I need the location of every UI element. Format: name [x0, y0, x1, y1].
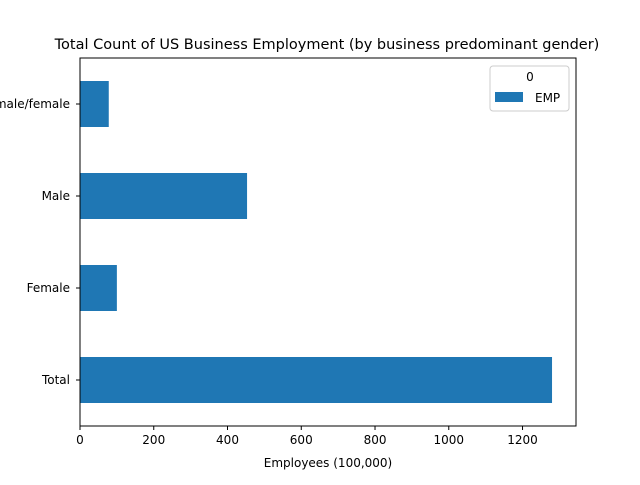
x-tick-label: 200: [142, 433, 165, 447]
y-tick-label: Female: [27, 281, 70, 295]
plot-frame: [79, 57, 577, 427]
x-tick-label: 1200: [507, 433, 538, 447]
bar-equally-male-female: [80, 81, 109, 127]
legend-swatch-emp: [495, 92, 523, 102]
bar-male: [80, 173, 248, 219]
legend: 0 EMP: [489, 65, 570, 112]
x-tick-label: 400: [216, 433, 239, 447]
y-axis-ticks: Total Female Male Equally male/female: [0, 97, 80, 387]
bars-group: [80, 81, 553, 403]
x-tick-label: 600: [290, 433, 313, 447]
chart-title: Total Count of US Business Employment (b…: [54, 37, 600, 53]
y-tick-label: Equally male/female: [0, 97, 70, 111]
x-tick-label: 1000: [433, 433, 464, 447]
x-axis-ticks: 0 200 400 600 800 1000 1200: [76, 426, 538, 447]
y-tick-label: Male: [42, 189, 70, 203]
x-tick-label: 800: [364, 433, 387, 447]
legend-entry-emp: EMP: [535, 91, 560, 105]
x-tick-label: 0: [76, 433, 84, 447]
x-axis-label: Employees (100,000): [264, 456, 392, 470]
bar-total: [80, 357, 553, 403]
y-tick-label: Total: [41, 373, 70, 387]
bar-female: [80, 265, 117, 311]
legend-title: 0: [526, 70, 534, 84]
